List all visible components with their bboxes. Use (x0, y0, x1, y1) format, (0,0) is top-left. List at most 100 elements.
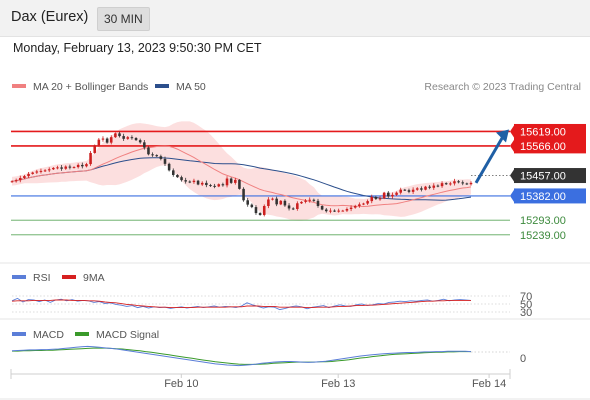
candle (188, 180, 192, 184)
candle (27, 171, 30, 178)
candle (420, 186, 423, 192)
candle-body (60, 167, 63, 169)
candle-body (109, 137, 113, 143)
candle (81, 162, 84, 169)
legend-label: 9MA (83, 272, 105, 284)
candle-body (296, 203, 299, 209)
x-tick-label: Feb 10 (164, 378, 198, 390)
instrument-title: Dax (Eurex) (11, 9, 89, 25)
candle-body (436, 185, 440, 187)
candle (89, 151, 92, 166)
candle-body (10, 181, 14, 183)
candle-body (440, 183, 444, 187)
candle (254, 205, 258, 215)
candle (93, 144, 96, 154)
candle-body (469, 182, 473, 185)
level-tag (514, 168, 586, 184)
candle (138, 138, 142, 144)
legend-label: MA 50 (176, 81, 206, 93)
candle-body (271, 198, 274, 200)
candle-body (105, 138, 109, 143)
candle (234, 177, 237, 185)
candle (399, 187, 402, 195)
candle-body (200, 182, 204, 185)
candle (465, 182, 469, 185)
candle (130, 135, 134, 140)
candle (436, 184, 440, 188)
candle (163, 156, 167, 166)
candle (370, 194, 374, 204)
candle (18, 175, 22, 183)
candle-body (420, 188, 423, 190)
candle (366, 199, 369, 205)
timeframe-button[interactable]: 30 MIN (97, 7, 150, 31)
candle (229, 177, 233, 184)
candle (118, 131, 121, 138)
legend-label: MACD (33, 329, 64, 341)
projection-arrow-shaft (474, 135, 505, 184)
candle (258, 212, 262, 216)
macd-line (11, 345, 472, 367)
candle-body (391, 194, 394, 197)
candle-body (254, 207, 258, 214)
candle-body (449, 183, 452, 185)
candle (68, 164, 72, 170)
rsi-ma-line (11, 299, 471, 309)
candle-body (316, 200, 320, 206)
candle-body (407, 190, 411, 192)
candle (155, 154, 159, 157)
candle (287, 203, 291, 211)
candle (126, 135, 130, 140)
candle-body (188, 181, 192, 183)
candle (444, 182, 448, 185)
candle (453, 178, 456, 186)
candle-body (300, 201, 303, 204)
candle-body (362, 203, 365, 205)
candle (312, 198, 316, 202)
candle (209, 183, 212, 187)
candle (122, 133, 125, 141)
legend-label: MA 20 + Bollinger Bands (33, 81, 148, 93)
candle (134, 137, 138, 141)
candle (262, 204, 266, 217)
legend-swatch (75, 332, 89, 336)
candle (411, 187, 415, 194)
candle (395, 191, 398, 196)
candle-body (18, 177, 22, 181)
candle (85, 162, 88, 168)
candle-body (68, 166, 72, 168)
candle (76, 163, 80, 169)
candle (180, 175, 183, 182)
candle-body (196, 180, 200, 185)
candle (64, 165, 68, 170)
candle-body (229, 178, 233, 183)
candle (47, 167, 51, 173)
ma20-line (11, 145, 472, 208)
candle (469, 181, 473, 186)
candle (52, 167, 55, 171)
candle (97, 138, 101, 147)
candle-body (171, 170, 175, 175)
candle-body (76, 164, 80, 168)
candle (225, 176, 229, 188)
level-label: 15239.00 (520, 230, 566, 242)
candle (345, 207, 349, 213)
candle-body (221, 184, 225, 186)
candle (176, 174, 179, 178)
candle (349, 205, 353, 212)
candle (440, 181, 444, 188)
candle (184, 177, 187, 184)
candle (300, 201, 303, 205)
candle-body (138, 140, 142, 143)
candle-body (56, 167, 59, 169)
candle (221, 182, 225, 187)
candle (320, 205, 324, 211)
candle (250, 203, 254, 209)
candle-body (64, 166, 68, 169)
candle-body (424, 186, 427, 190)
candle (362, 202, 365, 206)
x-tick-label: Feb 13 (321, 378, 355, 390)
candle-body (329, 210, 332, 212)
candle (114, 132, 117, 138)
macd-level-label: 0 (520, 353, 526, 365)
